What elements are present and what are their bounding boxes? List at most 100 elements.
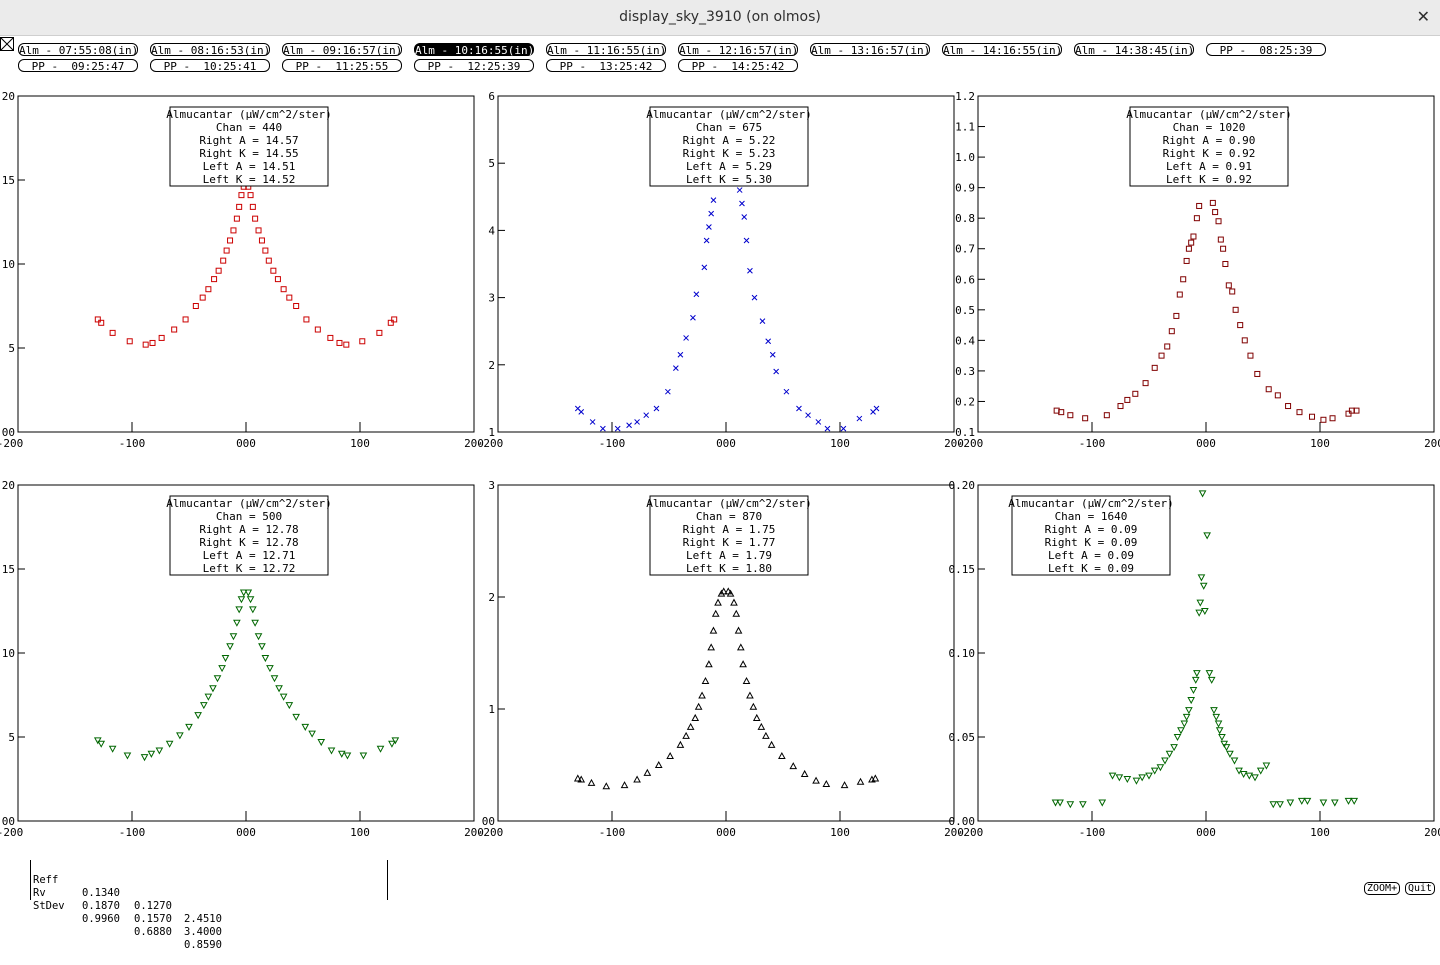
y-tick-label: 20 xyxy=(2,90,15,103)
data-point xyxy=(688,724,694,730)
y-tick-label: 0.8 xyxy=(955,212,975,225)
x-tick-label: 000 xyxy=(236,826,256,839)
data-point xyxy=(167,741,173,747)
data-point xyxy=(236,607,242,613)
data-point xyxy=(656,762,662,768)
y-tick-label: 0.9 xyxy=(955,182,975,195)
data-point xyxy=(200,295,205,300)
data-point xyxy=(267,666,273,672)
data-point xyxy=(588,780,594,786)
stats-value: 2.4510 xyxy=(184,913,222,926)
data-point xyxy=(1321,417,1326,422)
data-point xyxy=(256,228,261,233)
data-point xyxy=(1218,237,1223,242)
data-point xyxy=(702,678,708,684)
data-point xyxy=(142,755,148,761)
data-point xyxy=(216,268,221,273)
data-point xyxy=(1189,240,1194,245)
stats-value: 0.8590 xyxy=(184,939,222,952)
data-point xyxy=(1193,677,1199,683)
data-point xyxy=(344,342,349,347)
data-point xyxy=(230,634,236,640)
data-point xyxy=(678,352,683,357)
legend-line: Left A = 5.29 xyxy=(686,160,772,173)
data-point xyxy=(1242,338,1247,343)
data-point xyxy=(1118,404,1123,409)
data-point xyxy=(769,742,775,748)
y-tick-label: 6 xyxy=(488,90,495,103)
y-tick-label: 1.2 xyxy=(955,90,975,103)
stats-label: StDev xyxy=(33,900,65,913)
data-point xyxy=(1110,773,1116,779)
data-point xyxy=(615,426,620,431)
data-point xyxy=(150,340,155,345)
x-tick-label: 200 xyxy=(1424,826,1440,839)
data-point xyxy=(1181,721,1187,727)
data-point xyxy=(1310,414,1315,419)
data-point xyxy=(1201,583,1207,589)
data-point xyxy=(318,740,324,746)
stats-value: 0.1340 xyxy=(82,887,120,900)
data-point xyxy=(779,753,785,759)
data-point xyxy=(1057,800,1063,806)
data-point xyxy=(622,782,628,788)
y-tick-label: 00 xyxy=(2,815,15,828)
y-tick-label: 10 xyxy=(2,647,15,660)
data-point xyxy=(752,295,757,300)
data-point xyxy=(684,335,689,340)
data-point xyxy=(304,317,309,322)
y-tick-label: 4 xyxy=(488,224,495,237)
data-point xyxy=(360,753,366,759)
data-point xyxy=(1266,387,1271,392)
data-point xyxy=(1099,800,1105,806)
y-tick-label: 15 xyxy=(2,563,15,576)
y-tick-label: 0.1 xyxy=(955,426,975,439)
x-tick-label: -100 xyxy=(1079,437,1106,450)
x-tick-label: 100 xyxy=(350,826,370,839)
data-point xyxy=(600,426,605,431)
legend-line: Left A = 0.09 xyxy=(1048,549,1134,562)
y-tick-label: 0.15 xyxy=(949,563,976,576)
data-point xyxy=(1196,610,1202,616)
data-point xyxy=(1184,258,1189,263)
data-point xyxy=(221,258,226,263)
data-point xyxy=(98,741,104,747)
legend-line: Right A = 14.57 xyxy=(199,134,298,147)
quit-button[interactable]: Quit xyxy=(1405,882,1435,895)
data-point xyxy=(227,644,233,650)
y-tick-label: 00 xyxy=(482,815,495,828)
data-point xyxy=(250,204,255,209)
zoom-button[interactable]: ZOOM+ xyxy=(1364,882,1400,895)
y-tick-label: 10 xyxy=(2,258,15,271)
legend-line: Right K = 14.55 xyxy=(199,147,298,160)
stats-divider xyxy=(387,860,388,900)
data-point xyxy=(1227,751,1233,757)
data-point xyxy=(1198,575,1204,581)
legend-line: Left K = 1.80 xyxy=(686,562,772,575)
legend-line: Left K = 12.72 xyxy=(203,562,296,575)
data-point xyxy=(1286,404,1291,409)
legend-line: Almucantar (µW/cm^2/ster) xyxy=(646,108,812,121)
y-tick-label: 1.0 xyxy=(955,151,975,164)
data-point xyxy=(694,292,699,297)
data-point xyxy=(315,327,320,332)
data-point xyxy=(874,406,879,411)
data-point xyxy=(281,287,286,292)
data-point xyxy=(715,600,721,606)
data-point xyxy=(293,714,299,720)
data-point xyxy=(1067,802,1073,808)
legend-line: Left K = 0.92 xyxy=(1166,173,1252,186)
legend-line: Almucantar (µW/cm^2/ster) xyxy=(166,108,332,121)
data-point xyxy=(627,423,632,428)
data-point xyxy=(1186,708,1192,714)
data-point xyxy=(1233,307,1238,312)
legend-line: Right A = 0.09 xyxy=(1045,523,1138,536)
data-point xyxy=(294,304,299,309)
data-point xyxy=(201,703,207,709)
data-point xyxy=(590,419,595,424)
data-point xyxy=(708,644,714,650)
data-point xyxy=(237,204,242,209)
data-point xyxy=(710,628,716,634)
data-point xyxy=(1139,775,1145,781)
